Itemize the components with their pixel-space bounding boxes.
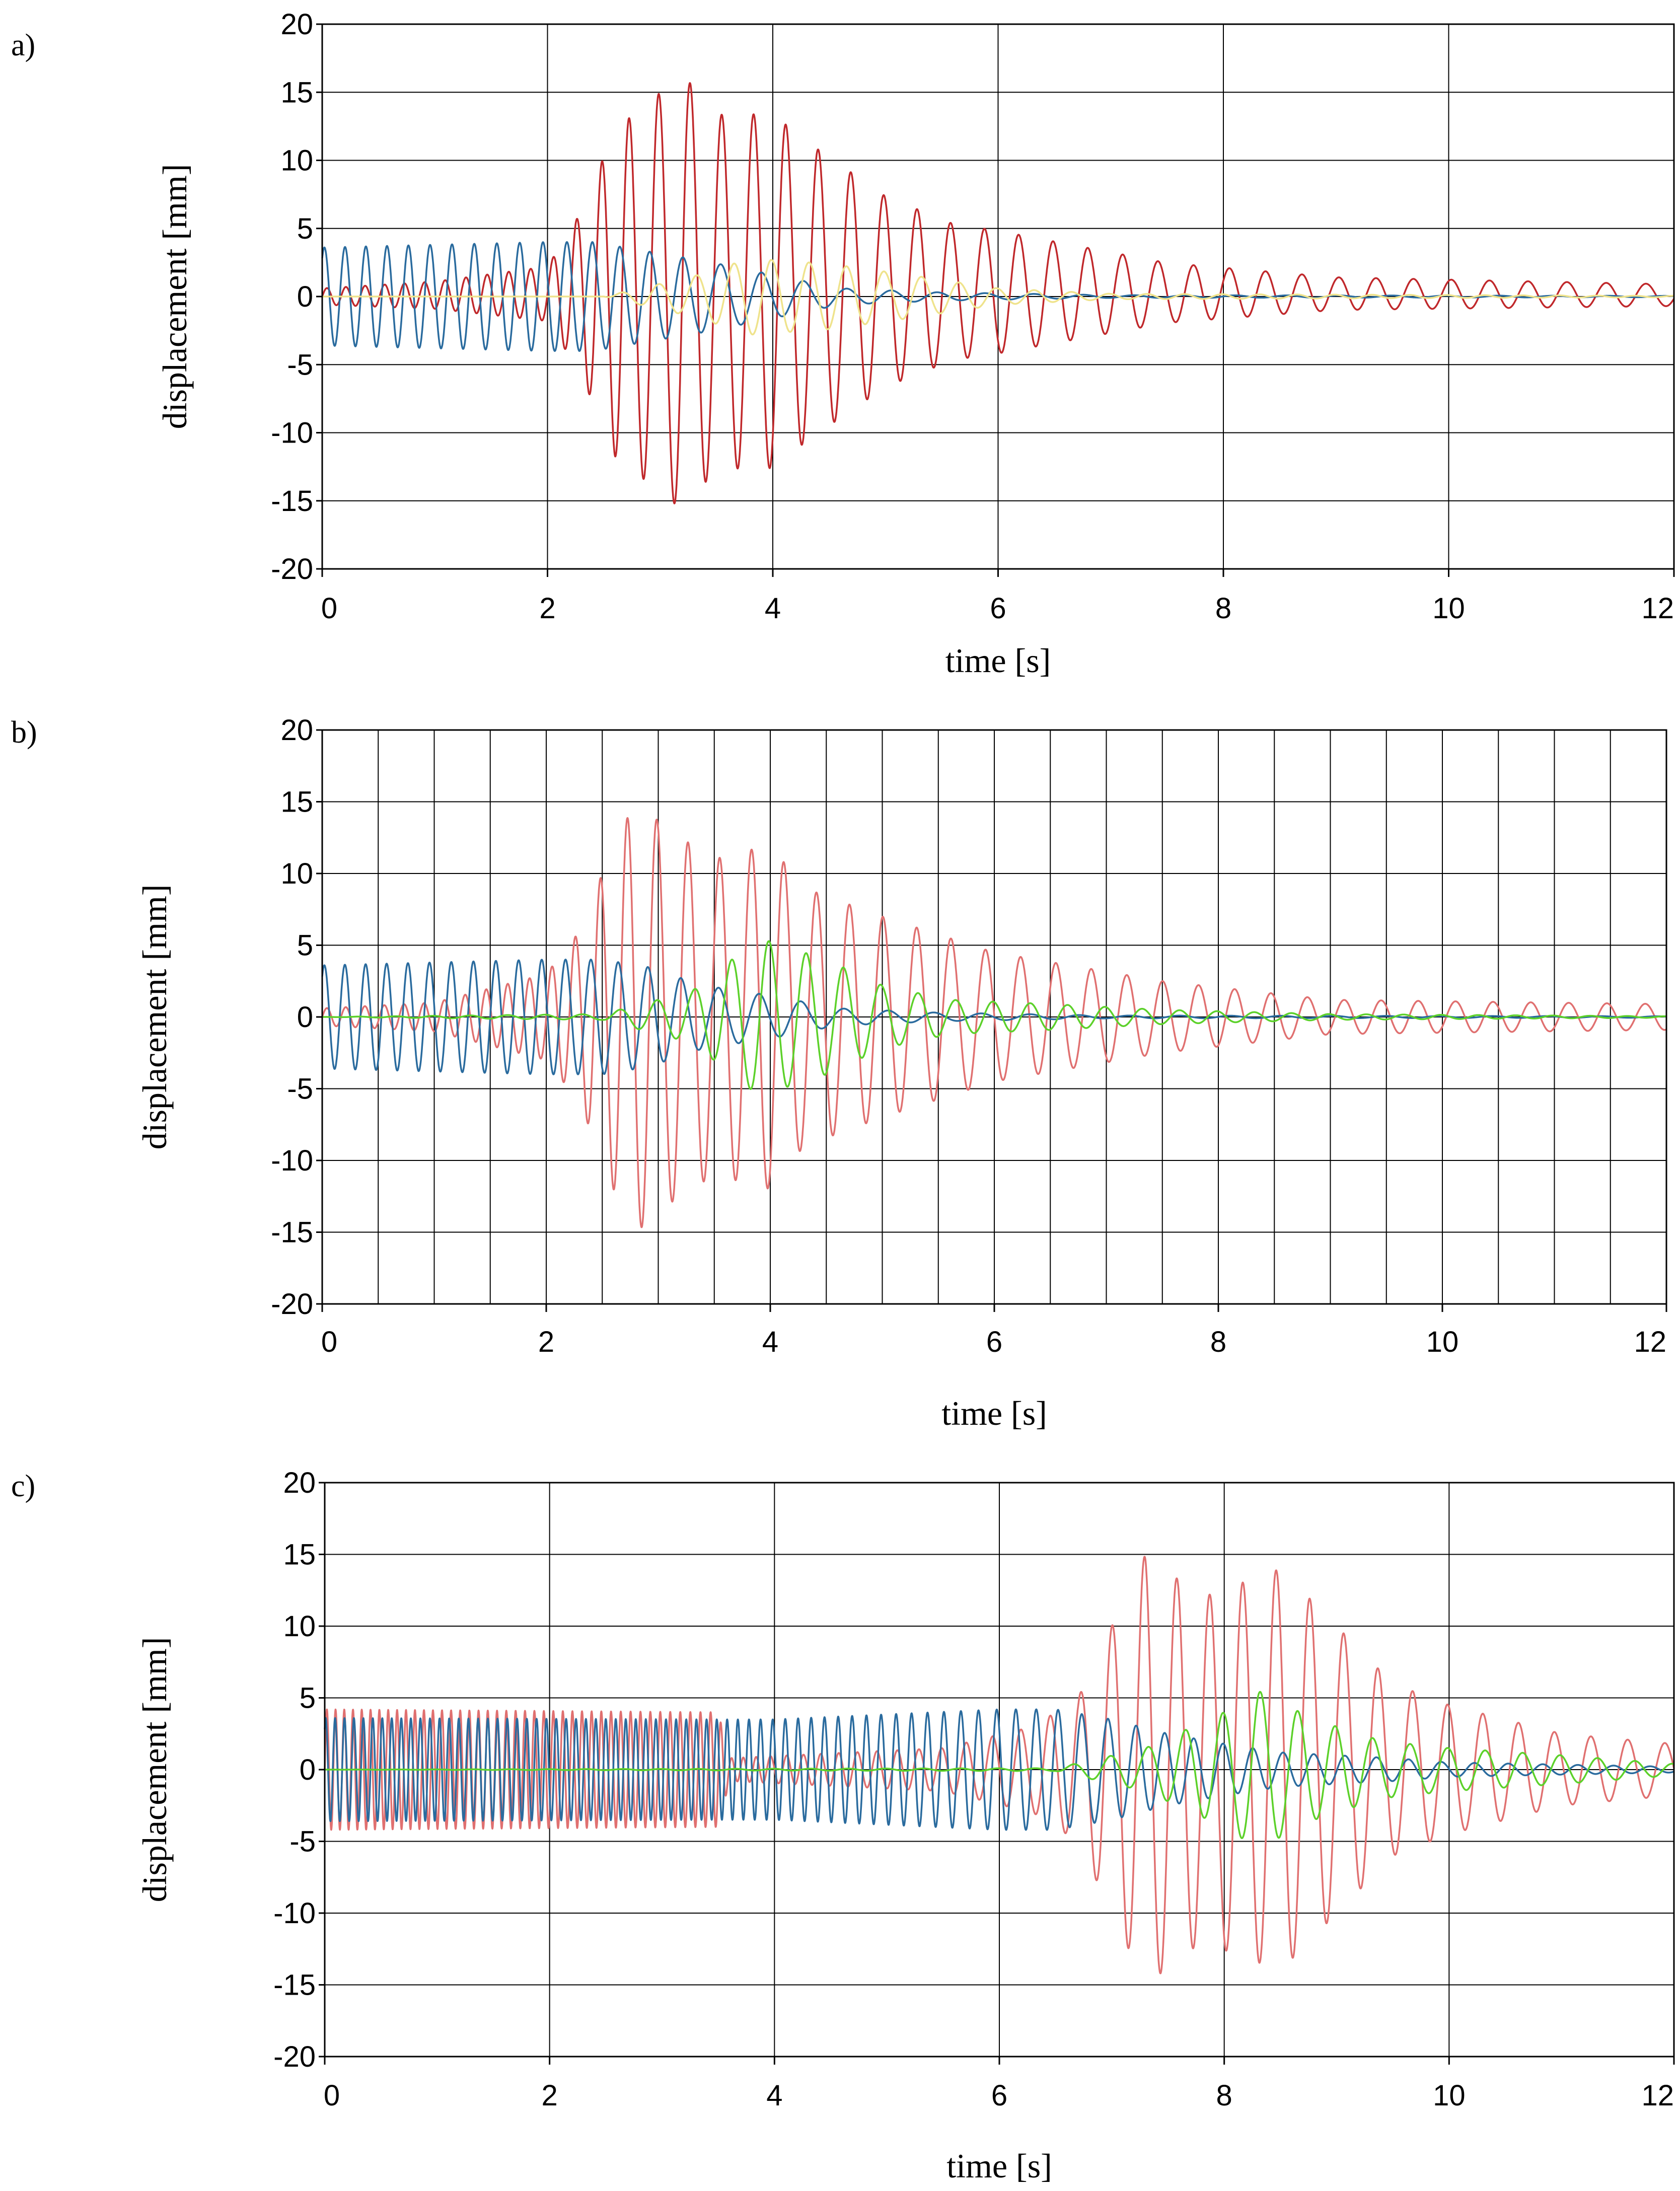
y-tick-label-c-1: 15 (283, 1539, 316, 1571)
y-tick-label-b-3: 5 (297, 929, 313, 962)
y-axis-title-c: displacement [mm] (135, 1637, 174, 1903)
x-tick-label-b-6: 12 (1634, 1326, 1666, 1358)
y-tick-label-b-2: 10 (280, 857, 313, 890)
y-tick-label-c-4: 0 (300, 1754, 316, 1786)
y-axis-title-a: displacement [mm] (156, 164, 194, 429)
y-axis-title-b: displacement [mm] (135, 885, 174, 1150)
x-tick-label-c-6: 12 (1641, 2079, 1674, 2112)
panel-label-a: a) (11, 28, 35, 62)
x-tick-label-b-0: 0 (321, 1326, 337, 1358)
series-line-c-blue (324, 1708, 1675, 1831)
x-tick-label-b-2: 4 (762, 1326, 778, 1358)
series-line-a-red (321, 82, 1675, 504)
x-tick-label-b-5: 10 (1426, 1326, 1459, 1358)
y-tick-label-a-2: 10 (280, 144, 313, 177)
y-tick-label-a-6: -10 (271, 417, 313, 450)
x-axis-title-a: time [s] (945, 641, 1051, 680)
y-tick-label-c-3: 5 (300, 1682, 316, 1715)
x-tick-label-c-1: 2 (542, 2079, 558, 2112)
y-tick-label-b-0: 20 (280, 714, 313, 747)
x-tick-label-a-6: 12 (1641, 592, 1674, 625)
series-group-b (321, 817, 1667, 1228)
y-tick-label-c-5: -5 (289, 1825, 316, 1858)
series-line-b-salmon (321, 817, 1667, 1228)
series-line-c-green (324, 1691, 1675, 1839)
x-tick-label-b-4: 8 (1210, 1326, 1226, 1358)
y-tick-label-b-8: -20 (271, 1288, 313, 1321)
x-tick-label-b-1: 2 (538, 1326, 554, 1358)
series-group-c (324, 1556, 1675, 1975)
x-tick-label-a-1: 2 (539, 592, 555, 625)
panel-label-b: b) (11, 715, 37, 750)
x-tick-label-c-0: 0 (324, 2079, 340, 2112)
x-tick-label-a-2: 4 (765, 592, 781, 625)
y-tick-label-c-6: -10 (273, 1897, 316, 1930)
series-line-a-yellow (321, 259, 1675, 336)
series-group-a (321, 82, 1675, 504)
x-axis-title-b: time [s] (941, 1394, 1047, 1432)
x-tick-label-a-3: 6 (990, 592, 1006, 625)
y-tick-label-c-7: -15 (273, 1969, 316, 2002)
y-tick-label-a-0: 20 (280, 8, 313, 41)
x-tick-label-a-5: 10 (1432, 592, 1465, 625)
y-tick-label-c-2: 10 (283, 1610, 316, 1643)
y-tick-label-a-5: -5 (287, 348, 313, 381)
y-tick-label-b-4: 0 (297, 1001, 313, 1034)
series-line-b-green (321, 940, 1667, 1090)
y-tick-label-a-7: -15 (271, 485, 313, 518)
x-tick-label-c-3: 6 (991, 2079, 1007, 2112)
y-tick-label-a-1: 15 (280, 76, 313, 109)
x-tick-label-a-4: 8 (1215, 592, 1231, 625)
y-tick-label-c-0: 20 (283, 1467, 316, 1499)
x-tick-label-b-3: 6 (986, 1326, 1002, 1358)
y-tick-label-b-1: 15 (280, 786, 313, 819)
x-axis-title-c: time [s] (946, 2147, 1052, 2185)
x-tick-label-c-4: 8 (1216, 2079, 1232, 2112)
x-tick-label-c-2: 4 (766, 2079, 782, 2112)
y-tick-label-a-3: 5 (297, 212, 313, 245)
x-tick-label-a-0: 0 (321, 592, 337, 625)
y-tick-label-c-8: -20 (273, 2040, 316, 2073)
panel-label-c: c) (11, 1469, 35, 1503)
y-tick-label-a-8: -20 (271, 553, 313, 586)
y-tick-label-b-5: -5 (287, 1073, 313, 1106)
x-tick-label-c-5: 10 (1433, 2079, 1466, 2112)
y-tick-label-b-6: -10 (271, 1144, 313, 1177)
series-line-b-blue (321, 959, 1667, 1075)
y-tick-label-a-4: 0 (297, 280, 313, 313)
y-tick-label-b-7: -15 (271, 1216, 313, 1249)
